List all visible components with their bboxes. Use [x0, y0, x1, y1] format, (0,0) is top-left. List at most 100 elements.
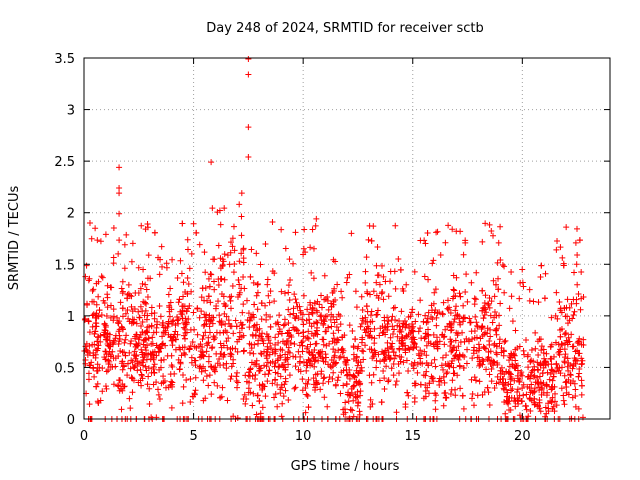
- data-point: [143, 367, 150, 374]
- data-point: [258, 316, 265, 323]
- data-point: [198, 308, 205, 315]
- data-point: [205, 275, 212, 282]
- data-point: [344, 357, 351, 364]
- data-point: [466, 315, 473, 322]
- data-point: [124, 295, 131, 302]
- data-point: [434, 228, 441, 235]
- data-point: [126, 395, 133, 402]
- data-point: [575, 373, 582, 380]
- data-point: [506, 394, 513, 401]
- data-point: [337, 321, 344, 328]
- data-point: [319, 348, 326, 355]
- data-point: [576, 350, 583, 357]
- data-point: [187, 375, 194, 382]
- data-point: [287, 311, 294, 318]
- data-point: [512, 357, 519, 364]
- data-point: [206, 312, 213, 319]
- data-point: [151, 229, 158, 236]
- data-point: [512, 327, 519, 334]
- data-point: [253, 411, 260, 418]
- data-point: [118, 406, 125, 413]
- data-point: [567, 371, 574, 378]
- data-point: [423, 352, 430, 359]
- data-point: [425, 362, 432, 369]
- data-point: [269, 380, 276, 387]
- data-point: [560, 262, 567, 269]
- data-point: [493, 349, 500, 356]
- data-point: [156, 366, 163, 373]
- data-point: [165, 291, 172, 298]
- data-point: [380, 296, 387, 303]
- data-point: [557, 326, 564, 333]
- data-point: [295, 348, 302, 355]
- data-point: [558, 385, 565, 392]
- data-point: [570, 343, 577, 350]
- data-point: [114, 382, 121, 389]
- data-point: [280, 322, 287, 329]
- data-point: [220, 342, 227, 349]
- data-point: [110, 225, 117, 232]
- data-point: [568, 331, 575, 338]
- data-point: [497, 300, 504, 307]
- data-point: [318, 371, 325, 378]
- data-point: [362, 279, 369, 286]
- data-point: [140, 341, 147, 348]
- data-point: [99, 274, 106, 281]
- data-point: [259, 386, 266, 393]
- data-point: [247, 365, 254, 372]
- data-point: [425, 338, 432, 345]
- data-point: [381, 375, 388, 382]
- data-point: [177, 359, 184, 366]
- data-point: [142, 226, 149, 233]
- data-point: [329, 289, 336, 296]
- data-point: [417, 297, 424, 304]
- data-point: [538, 391, 545, 398]
- data-point: [180, 372, 187, 379]
- data-point: [192, 362, 199, 369]
- data-point: [236, 329, 243, 336]
- data-point: [291, 341, 298, 348]
- data-point: [95, 399, 102, 406]
- data-point: [162, 384, 169, 391]
- data-point: [220, 329, 227, 336]
- data-point: [516, 378, 523, 385]
- data-point: [124, 372, 131, 379]
- data-point: [217, 221, 224, 228]
- data-point: [95, 293, 102, 300]
- data-point: [264, 378, 271, 385]
- data-point: [151, 370, 158, 377]
- data-point: [200, 322, 207, 329]
- data-point: [139, 280, 146, 287]
- data-point: [471, 295, 478, 302]
- data-point: [86, 401, 93, 408]
- data-point: [209, 344, 216, 351]
- data-point: [260, 383, 267, 390]
- data-point: [84, 301, 91, 308]
- data-point: [138, 222, 145, 229]
- data-point: [381, 385, 388, 392]
- data-point: [382, 278, 389, 285]
- data-point: [110, 260, 117, 267]
- data-point: [328, 323, 335, 330]
- data-point: [206, 283, 213, 290]
- data-point: [385, 293, 392, 300]
- data-point: [464, 298, 471, 305]
- data-point: [94, 338, 101, 345]
- data-point: [488, 228, 495, 235]
- data-point: [97, 238, 104, 245]
- data-point: [82, 360, 89, 367]
- data-point: [137, 377, 144, 384]
- data-point: [318, 312, 325, 319]
- data-point: [227, 353, 234, 360]
- data-point: [527, 372, 534, 379]
- data-point: [379, 289, 386, 296]
- data-point: [559, 254, 566, 261]
- data-point: [130, 319, 137, 326]
- data-point: [218, 275, 225, 282]
- data-point: [178, 270, 185, 277]
- data-point: [336, 354, 343, 361]
- data-point: [337, 312, 344, 319]
- data-point: [115, 328, 122, 335]
- data-point: [438, 377, 445, 384]
- data-point: [183, 377, 190, 384]
